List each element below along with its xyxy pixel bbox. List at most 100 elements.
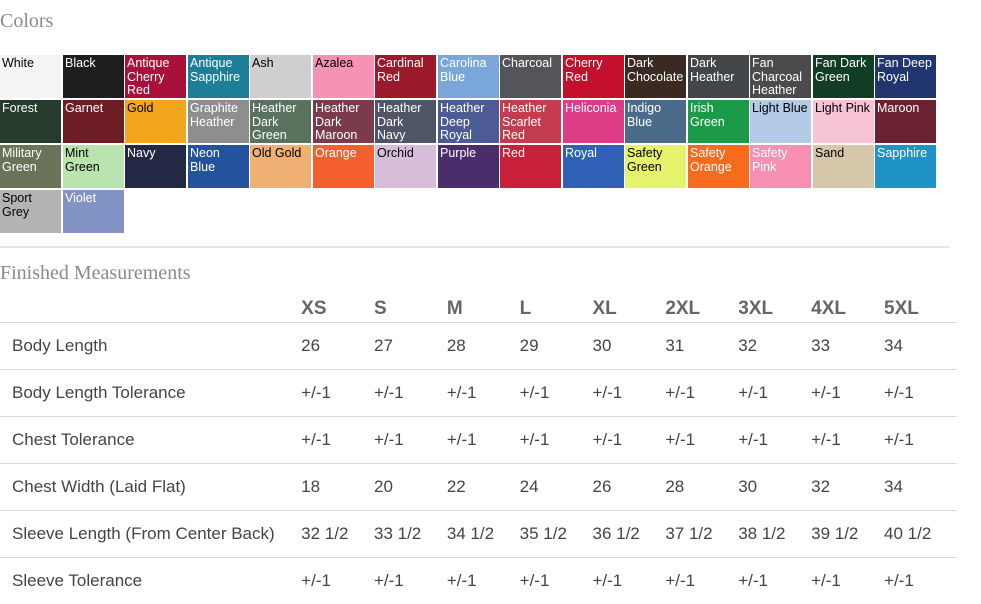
color-swatch-antique-cherry-red[interactable]: Antique Cherry Red: [125, 55, 186, 98]
table-cell: 38 1/2: [738, 511, 811, 558]
table-cell: 34: [884, 323, 957, 370]
table-cell: 35 1/2: [520, 511, 593, 558]
color-swatch-orchid[interactable]: Orchid: [375, 145, 436, 188]
table-cell: +/-1: [665, 417, 738, 464]
table-cell: +/-1: [665, 370, 738, 417]
color-swatch-carolina-blue[interactable]: Carolina Blue: [438, 55, 499, 98]
table-cell: 28: [447, 323, 520, 370]
table-cell: 28: [665, 464, 738, 511]
color-swatch-maroon[interactable]: Maroon: [875, 100, 936, 143]
row-label: Chest Tolerance: [0, 417, 301, 464]
table-cell: +/-1: [592, 558, 665, 604]
colors-heading: Colors: [0, 10, 53, 33]
color-swatch-black[interactable]: Black: [63, 55, 124, 98]
color-swatch-royal[interactable]: Royal: [563, 145, 624, 188]
header-spacer: [0, 288, 301, 323]
color-swatch-white[interactable]: White: [0, 55, 61, 98]
color-swatch-heather-scarlet-red[interactable]: Heather Scarlet Red: [500, 100, 561, 143]
color-swatch-forest[interactable]: Forest: [0, 100, 61, 143]
color-swatch-graphite-heather[interactable]: Graphite Heather: [188, 100, 249, 143]
size-header-m: M: [447, 288, 520, 323]
color-swatch-gold[interactable]: Gold: [125, 100, 186, 143]
table-cell: +/-1: [520, 558, 593, 604]
color-swatch-heliconia[interactable]: Heliconia: [563, 100, 624, 143]
table-cell: +/-1: [738, 417, 811, 464]
table-cell: +/-1: [520, 370, 593, 417]
table-cell: 30: [738, 464, 811, 511]
color-swatch-heather-dark-maroon[interactable]: Heather Dark Maroon: [313, 100, 374, 143]
color-swatch-fan-dark-green[interactable]: Fan Dark Green: [813, 55, 874, 98]
size-header-l: L: [520, 288, 593, 323]
color-swatch-cherry-red[interactable]: Cherry Red: [563, 55, 624, 98]
table-cell: +/-1: [738, 558, 811, 604]
color-swatch-cardinal-red[interactable]: Cardinal Red: [375, 55, 436, 98]
color-swatch-garnet[interactable]: Garnet: [63, 100, 124, 143]
table-cell: +/-1: [374, 417, 447, 464]
color-swatch-violet[interactable]: Violet: [63, 190, 124, 233]
table-cell: 36 1/2: [592, 511, 665, 558]
table-cell: 30: [592, 323, 665, 370]
size-header-s: S: [374, 288, 447, 323]
color-swatch-safety-orange[interactable]: Safety Orange: [688, 145, 749, 188]
color-swatch-light-blue[interactable]: Light Blue: [750, 100, 811, 143]
table-cell: +/-1: [301, 558, 374, 604]
table-cell: +/-1: [447, 558, 520, 604]
measurements-heading: Finished Measurements: [0, 262, 191, 285]
color-swatch-heather-dark-green[interactable]: Heather Dark Green: [250, 100, 311, 143]
color-swatch-irish-green[interactable]: Irish Green: [688, 100, 749, 143]
color-swatch-safety-pink[interactable]: Safety Pink: [750, 145, 811, 188]
row-label: Sleeve Length (From Center Back): [0, 511, 301, 558]
table-cell: 33 1/2: [374, 511, 447, 558]
table-cell: 24: [520, 464, 593, 511]
color-swatch-antique-sapphire[interactable]: Antique Sapphire: [188, 55, 249, 98]
color-swatch-orange[interactable]: Orange: [313, 145, 374, 188]
table-cell: +/-1: [301, 417, 374, 464]
table-row: Body Length Tolerance+/-1+/-1+/-1+/-1+/-…: [0, 370, 957, 417]
color-swatch-mint-green[interactable]: Mint Green: [63, 145, 124, 188]
color-swatch-ash[interactable]: Ash: [250, 55, 311, 98]
table-cell: +/-1: [884, 558, 957, 604]
color-swatch-old-gold[interactable]: Old Gold: [250, 145, 311, 188]
table-row: Sleeve Tolerance+/-1+/-1+/-1+/-1+/-1+/-1…: [0, 558, 957, 604]
color-swatch-neon-blue[interactable]: Neon Blue: [188, 145, 249, 188]
color-swatch-fan-deep-royal[interactable]: Fan Deep Royal: [875, 55, 936, 98]
color-swatch-navy[interactable]: Navy: [125, 145, 186, 188]
table-cell: +/-1: [811, 370, 884, 417]
table-cell: +/-1: [592, 370, 665, 417]
table-cell: 20: [374, 464, 447, 511]
color-swatch-azalea[interactable]: Azalea: [313, 55, 374, 98]
table-row: Chest Tolerance+/-1+/-1+/-1+/-1+/-1+/-1+…: [0, 417, 957, 464]
color-swatch-purple[interactable]: Purple: [438, 145, 499, 188]
color-swatch-military-green[interactable]: Military Green: [0, 145, 61, 188]
color-swatch-dark-chocolate[interactable]: Dark Chocolate: [625, 55, 686, 98]
color-swatch-sport-grey[interactable]: Sport Grey: [0, 190, 61, 233]
table-cell: 26: [301, 323, 374, 370]
table-cell: 32: [738, 323, 811, 370]
table-cell: 37 1/2: [665, 511, 738, 558]
table-cell: +/-1: [374, 370, 447, 417]
table-cell: +/-1: [884, 370, 957, 417]
color-swatch-light-pink[interactable]: Light Pink: [813, 100, 874, 143]
table-cell: +/-1: [592, 417, 665, 464]
color-swatch-heather-dark-navy[interactable]: Heather Dark Navy: [375, 100, 436, 143]
color-swatch-dark-heather[interactable]: Dark Heather: [688, 55, 749, 98]
table-cell: 27: [374, 323, 447, 370]
color-swatch-red[interactable]: Red: [500, 145, 561, 188]
color-swatch-sand[interactable]: Sand: [813, 145, 874, 188]
table-cell: 26: [592, 464, 665, 511]
table-cell: 34 1/2: [447, 511, 520, 558]
table-cell: 32: [811, 464, 884, 511]
table-cell: 34: [884, 464, 957, 511]
color-swatch-sapphire[interactable]: Sapphire: [875, 145, 936, 188]
size-header-3xl: 3XL: [738, 288, 811, 323]
color-swatch-heather-deep-royal[interactable]: Heather Deep Royal: [438, 100, 499, 143]
color-swatch-fan-charcoal-heather[interactable]: Fan Charcoal Heather: [750, 55, 811, 98]
color-swatch-safety-green[interactable]: Safety Green: [625, 145, 686, 188]
color-swatch-indigo-blue[interactable]: Indigo Blue: [625, 100, 686, 143]
table-cell: +/-1: [520, 417, 593, 464]
color-swatch-charcoal[interactable]: Charcoal: [500, 55, 561, 98]
